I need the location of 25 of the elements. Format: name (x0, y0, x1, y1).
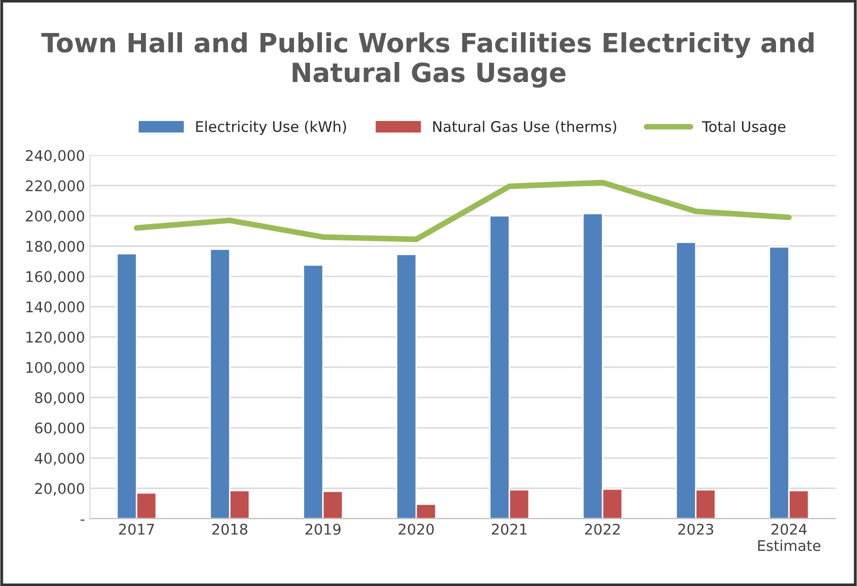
x-tick-label: 2021 (492, 524, 527, 535)
x-tick-label: 2019 (305, 524, 341, 535)
y-tick-label: 140,000 (26, 301, 84, 314)
legend-label: Natural Gas Use (therms) (433, 120, 616, 134)
y-tick-label: 80,000 (35, 392, 84, 405)
y-tick-label: 160,000 (26, 271, 84, 284)
legend-label: Electricity Use (kWh) (196, 120, 346, 135)
chart-title: Town Hall and Public Works Facilities Electricity and Natural Gas Usage (41, 32, 814, 88)
y-tick-label: 20,000 (35, 483, 84, 496)
x-tick-label: 2020 (398, 524, 434, 535)
x-tick-label: 2022 (585, 524, 620, 535)
x-tick-label: 2018 (212, 524, 248, 535)
y-tick-label: 220,000 (26, 180, 84, 193)
x-tick-label: 2017 (119, 524, 154, 535)
y-tick-label: 180,000 (26, 240, 84, 254)
x-tick-label: 2024 Estimate (758, 524, 820, 552)
y-tick-label: 120,000 (26, 332, 84, 344)
legend-label: Total Usage (702, 120, 786, 135)
x-tick-label: 2023 (678, 524, 714, 535)
y-tick-label: 200,000 (26, 210, 84, 224)
y-tick-label: - (80, 520, 84, 521)
y-tick-label: 100,000 (26, 362, 84, 374)
y-tick-label: 40,000 (34, 452, 84, 466)
y-tick-label: 240,000 (26, 150, 84, 163)
y-tick-label: 60,000 (35, 422, 84, 436)
